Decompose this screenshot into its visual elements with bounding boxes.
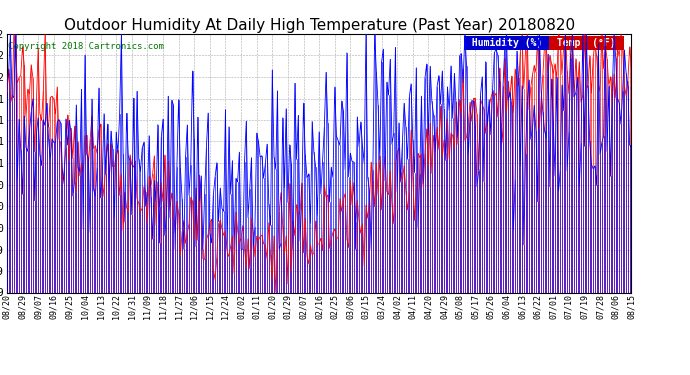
Title: Outdoor Humidity At Daily High Temperature (Past Year) 20180820: Outdoor Humidity At Daily High Temperatu… [63,18,575,33]
Text: Copyright 2018 Cartronics.com: Copyright 2018 Cartronics.com [8,42,164,51]
Text: Humidity (%): Humidity (%) [466,38,548,48]
Text: Temp  (°F): Temp (°F) [551,38,622,48]
